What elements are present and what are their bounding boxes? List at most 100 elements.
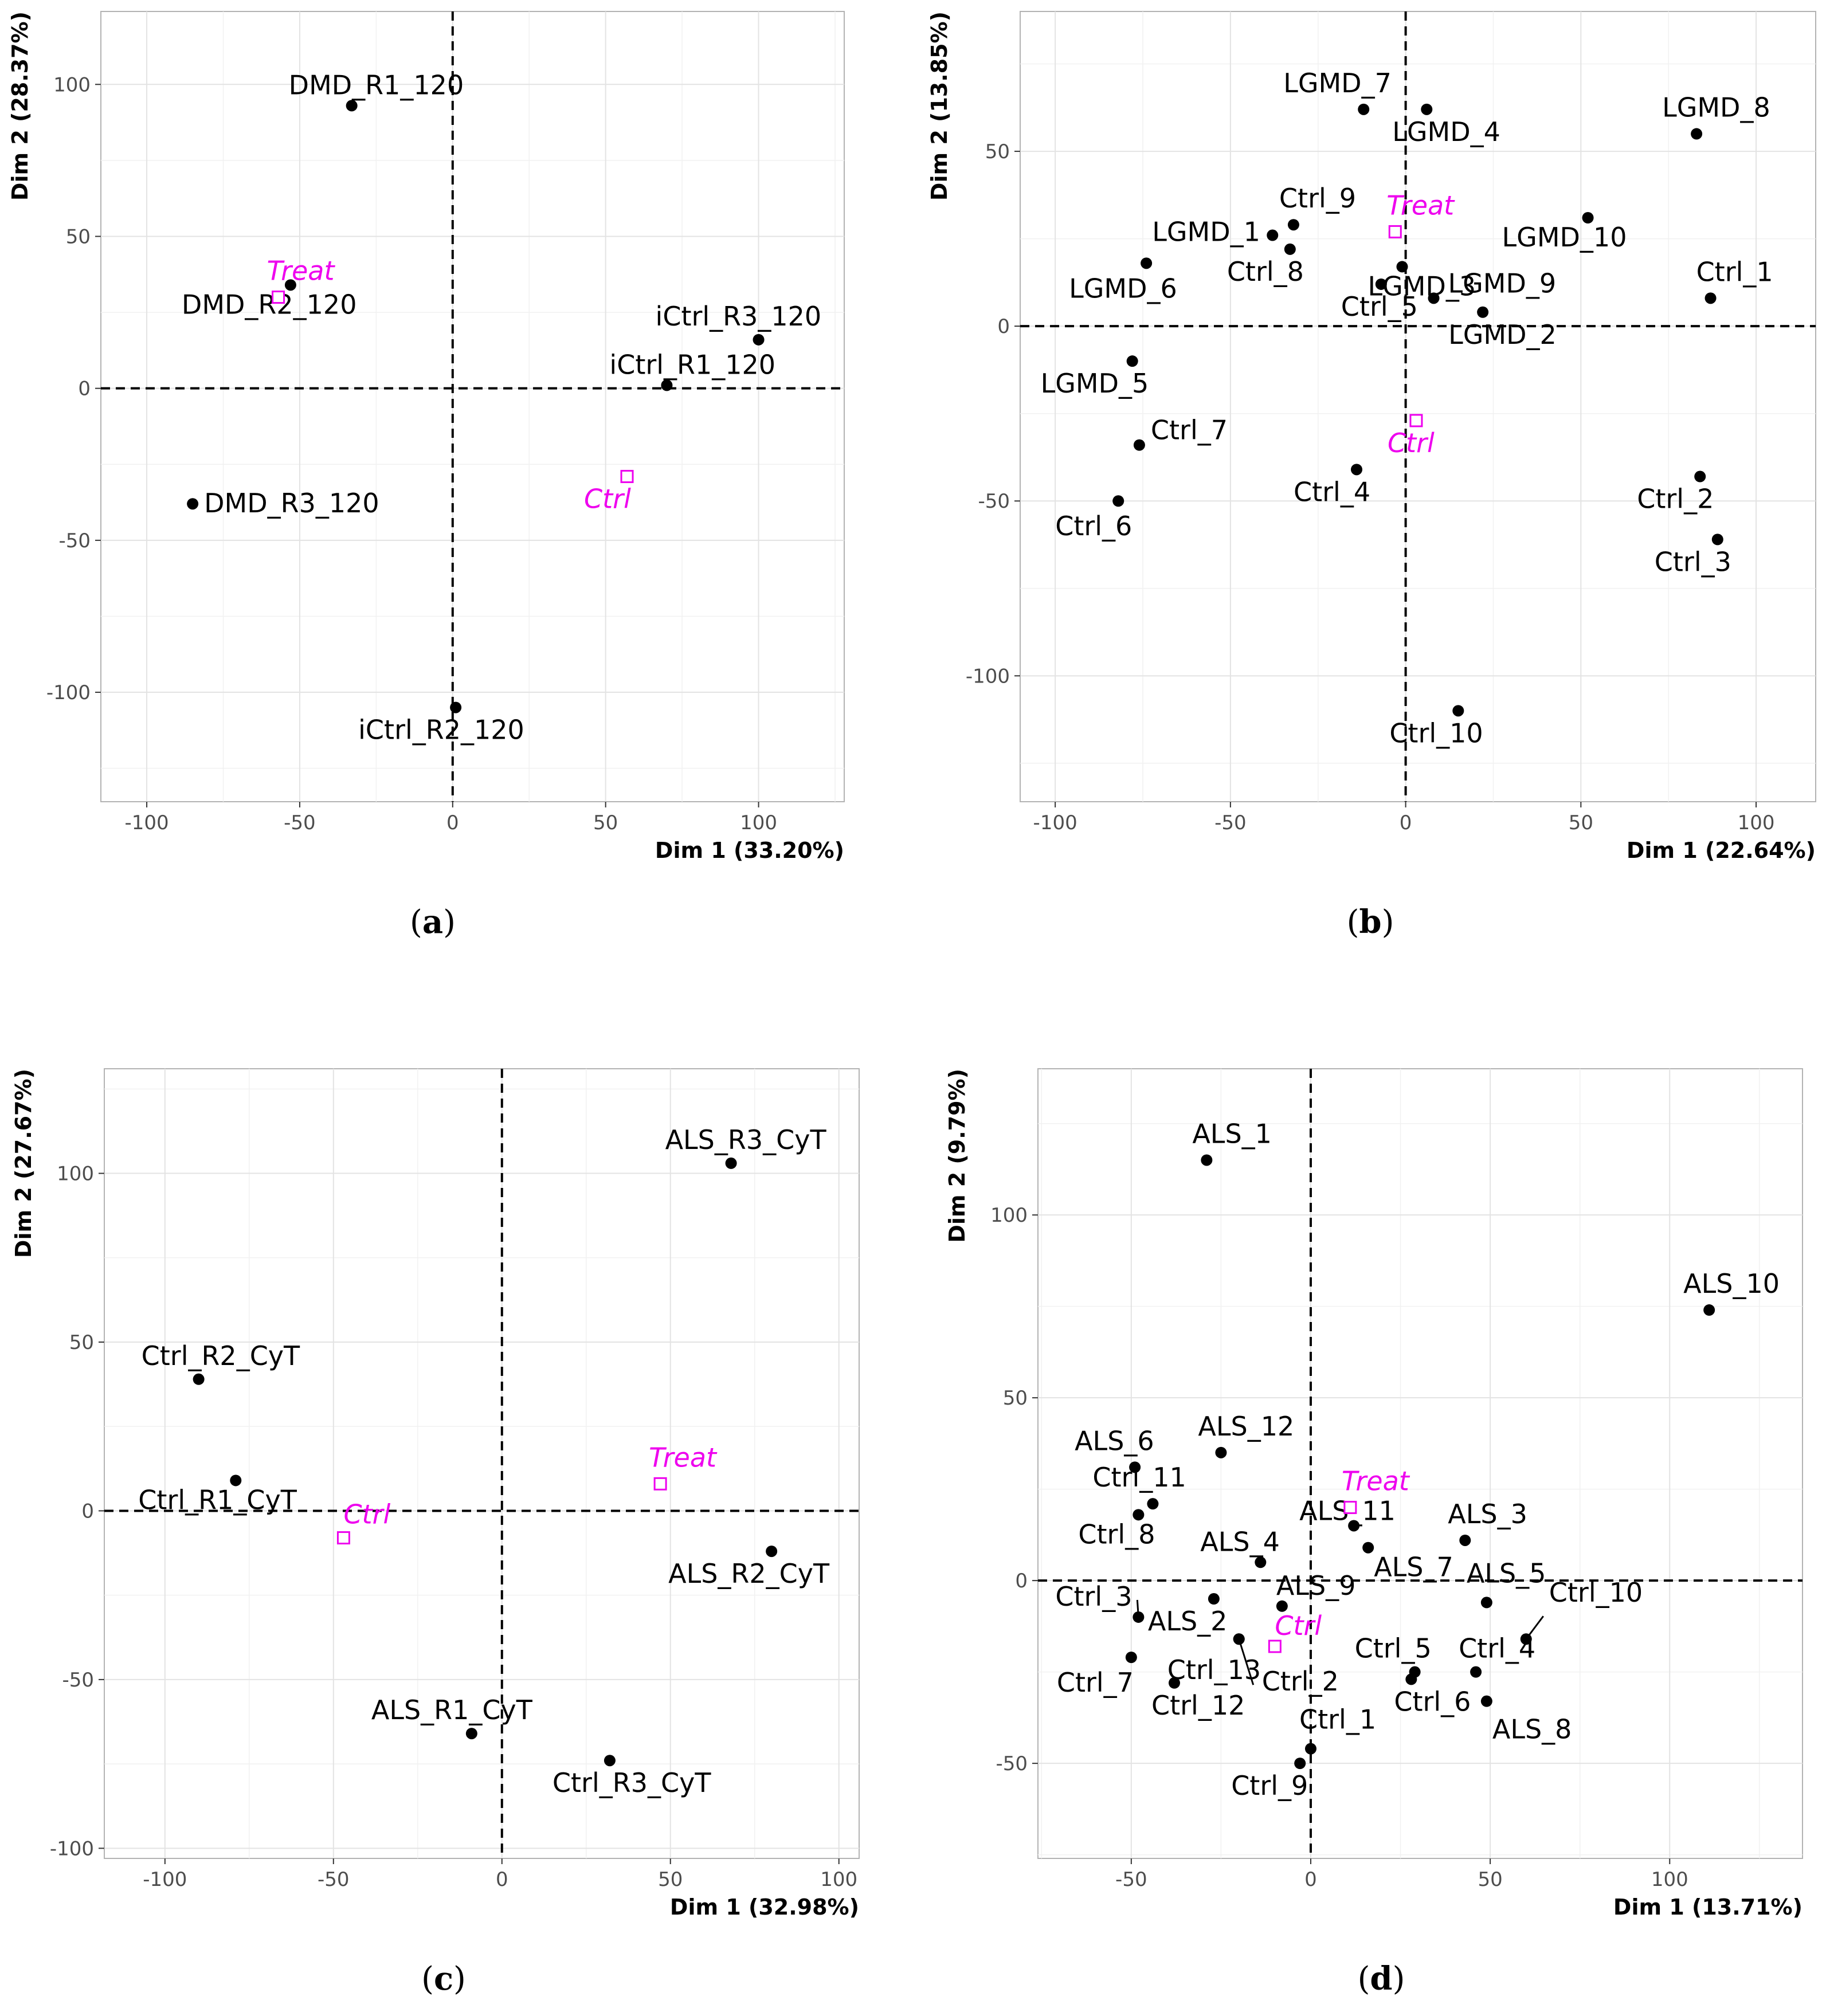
data-point [766, 1546, 778, 1558]
panel-caption: (a) [410, 903, 456, 941]
data-point [1375, 278, 1387, 290]
data-point-label: ALS_12 [1198, 1411, 1294, 1442]
y-axis-title: Dim 2 (13.85%) [927, 11, 952, 201]
y-tick-label: 50 [1003, 1387, 1028, 1410]
data-point [1141, 257, 1153, 269]
supplementary-point [620, 469, 634, 483]
data-point [1255, 1556, 1267, 1568]
data-point-label: Ctrl_1 [1299, 1704, 1376, 1735]
x-axis-title: Dim 1 (22.64%) [1627, 838, 1816, 863]
data-point-label: Ctrl_13 [1167, 1654, 1261, 1685]
data-point [1287, 219, 1299, 231]
data-point [1459, 1534, 1471, 1546]
data-point [346, 100, 358, 112]
y-tick-label: 0 [997, 315, 1010, 338]
pca-panel-a: -100 -50 0 50 100 -100 -50 0 50 100 Dim 1 (33.20%)… [7, 11, 845, 941]
data-point-label: Ctrl_4 [1294, 476, 1370, 507]
data-point [1362, 1542, 1374, 1554]
data-point-label: Ctrl_R1_CyT [138, 1484, 297, 1515]
data-point-label: Ctrl_7 [1151, 415, 1228, 446]
data-point-label: Ctrl_10 [1549, 1577, 1643, 1608]
data-point [1112, 495, 1124, 507]
data-point-label: Ctrl_5 [1355, 1633, 1432, 1664]
data-point-label: ALS_R3_CyT [665, 1124, 827, 1155]
data-point [1215, 1446, 1227, 1458]
plot-area [1037, 1068, 1803, 1859]
y-tick-label: 50 [69, 1331, 94, 1354]
pca-panel-d: -50 0 50 100 -50 0 50 100 Dim 1 (13.71%) Dim 2 (9… [945, 1068, 1803, 1998]
y-tick-label: -100 [46, 681, 91, 704]
x-tick-label: 0 [496, 1868, 508, 1891]
data-point [1201, 1154, 1213, 1166]
x-axis-title: Dim 1 (33.20%) [655, 838, 844, 863]
data-point-label: ALS_R2_CyT [668, 1558, 830, 1589]
x-tick-label: -50 [284, 811, 316, 834]
y-tick-label: 100 [57, 1163, 94, 1186]
panel-caption: (c) [421, 1960, 466, 1998]
data-point [1129, 1461, 1141, 1473]
panel-caption-letter: b [1359, 903, 1381, 941]
data-point [1168, 1677, 1180, 1689]
data-point [1267, 229, 1279, 241]
data-point-label: LGMD_8 [1662, 92, 1770, 123]
y-tick-label: 50 [985, 140, 1010, 163]
data-point-label: DMD_R1_120 [289, 69, 464, 100]
data-point [725, 1157, 737, 1169]
x-tick-label: 0 [1400, 811, 1412, 834]
label-leader-line [1238, 1638, 1255, 1685]
plot-area [1020, 11, 1816, 802]
supplementary-point [1343, 1501, 1357, 1515]
supplementary-point [272, 291, 285, 304]
x-tick-label: 50 [1569, 811, 1593, 834]
data-point [1233, 1633, 1245, 1645]
supplementary-point [1388, 225, 1402, 238]
plot-area [100, 11, 845, 802]
x-tick-label: -50 [1115, 1868, 1147, 1891]
supplementary-point [336, 1531, 350, 1545]
data-point [187, 498, 199, 510]
data-point [1304, 1743, 1316, 1755]
pca-panel-b: -100 -50 0 50 100 -100 -50 0 50 Dim 1 (22.64%) Dim… [927, 11, 1816, 941]
data-point [1350, 464, 1362, 476]
data-point [1396, 261, 1408, 273]
data-point [284, 279, 296, 291]
data-point-label: ALS_10 [1683, 1268, 1780, 1299]
data-point-label: Ctrl_11 [1092, 1462, 1186, 1493]
data-point-label: LGMD_10 [1502, 222, 1627, 253]
data-point [1694, 470, 1706, 483]
data-point-label: iCtrl_R2_120 [358, 715, 524, 746]
data-point-label: Ctrl_R2_CyT [142, 1340, 300, 1371]
data-point-label: ALS_R1_CyT [371, 1695, 533, 1725]
data-point-label: LGMD_7 [1283, 68, 1392, 99]
x-tick-label: 100 [820, 1868, 857, 1891]
data-point-label: LGMD_1 [1152, 217, 1260, 248]
y-axis-title: Dim 2 (9.79%) [945, 1069, 970, 1243]
y-tick-label: 0 [1015, 1570, 1028, 1593]
data-point [1470, 1666, 1482, 1678]
panel-caption-letter: d [1370, 1960, 1392, 1998]
data-point [1125, 1652, 1137, 1664]
data-point-label: ALS_9 [1276, 1570, 1356, 1601]
data-point-label: DMD_R2_120 [182, 289, 357, 320]
data-point-label: ALS_7 [1374, 1552, 1453, 1583]
data-point-label: Ctrl_3 [1055, 1581, 1132, 1612]
y-axis-title: Dim 2 (28.37%) [7, 11, 33, 201]
x-tick-label: 50 [658, 1868, 683, 1891]
data-point-label: Ctrl_1 [1696, 256, 1773, 287]
supplementary-label: Ctrl [1388, 427, 1435, 458]
data-point [1711, 534, 1723, 546]
data-point-label: LGMD_5 [1041, 368, 1149, 399]
data-point [1480, 1597, 1492, 1609]
panel-caption-letter: c [434, 1960, 453, 1998]
data-point [1348, 1520, 1360, 1532]
x-tick-label: 100 [1651, 1868, 1688, 1891]
x-tick-label: -50 [318, 1868, 350, 1891]
panel-caption-letter: a [422, 903, 443, 941]
data-point [230, 1474, 242, 1486]
y-tick-label: 100 [990, 1204, 1028, 1227]
x-tick-label: 0 [446, 811, 459, 834]
y-tick-label: 50 [66, 225, 91, 248]
y-axis-title: Dim 2 (27.67%) [11, 1069, 36, 1258]
data-point [450, 701, 462, 713]
data-point-label: Ctrl_3 [1655, 546, 1731, 577]
